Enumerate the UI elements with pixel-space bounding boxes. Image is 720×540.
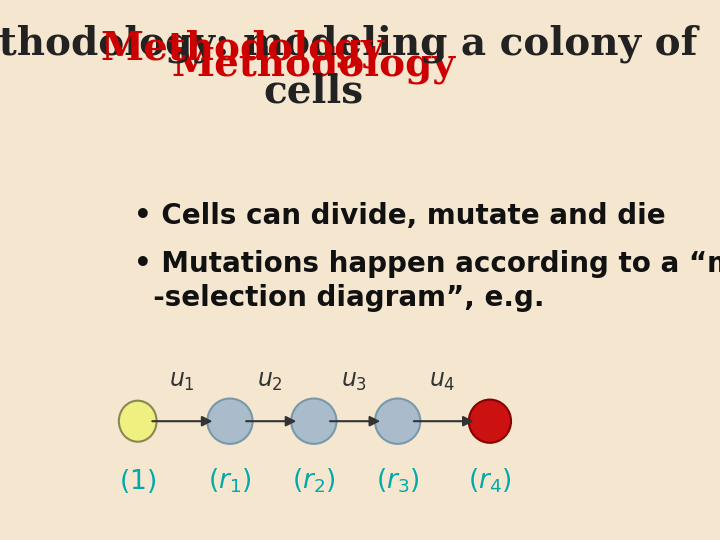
Ellipse shape [207,399,253,444]
Text: • Mutations happen according to a “mutation
  -selection diagram”, e.g.: • Mutations happen according to a “mutat… [133,249,720,312]
Text: $(1)$: $(1)$ [120,467,156,495]
Text: • Cells can divide, mutate and die: • Cells can divide, mutate and die [133,202,665,230]
Ellipse shape [469,400,511,443]
Text: $\mathit{u}_{4}$: $\mathit{u}_{4}$ [429,369,456,393]
Text: $\mathit{u}_{2}$: $\mathit{u}_{2}$ [257,369,283,393]
Text: $\mathit{u}_{3}$: $\mathit{u}_{3}$ [341,369,366,393]
Text: $(r_{1})$: $(r_{1})$ [208,467,252,495]
Text: $\mathit{u}_{1}$: $\mathit{u}_{1}$ [168,369,194,393]
Text: $(r_{4})$: $(r_{4})$ [468,467,512,495]
Text: Methodology: Methodology [100,29,384,68]
Text: Methodology: Methodology [172,45,456,84]
Ellipse shape [375,399,420,444]
Ellipse shape [291,399,336,444]
Text: Methodology: modeling a colony of
cells: Methodology: modeling a colony of cells [0,25,697,110]
Text: $(r_{2})$: $(r_{2})$ [292,467,336,495]
Text: $(r_{3})$: $(r_{3})$ [376,467,420,495]
Ellipse shape [119,401,156,442]
